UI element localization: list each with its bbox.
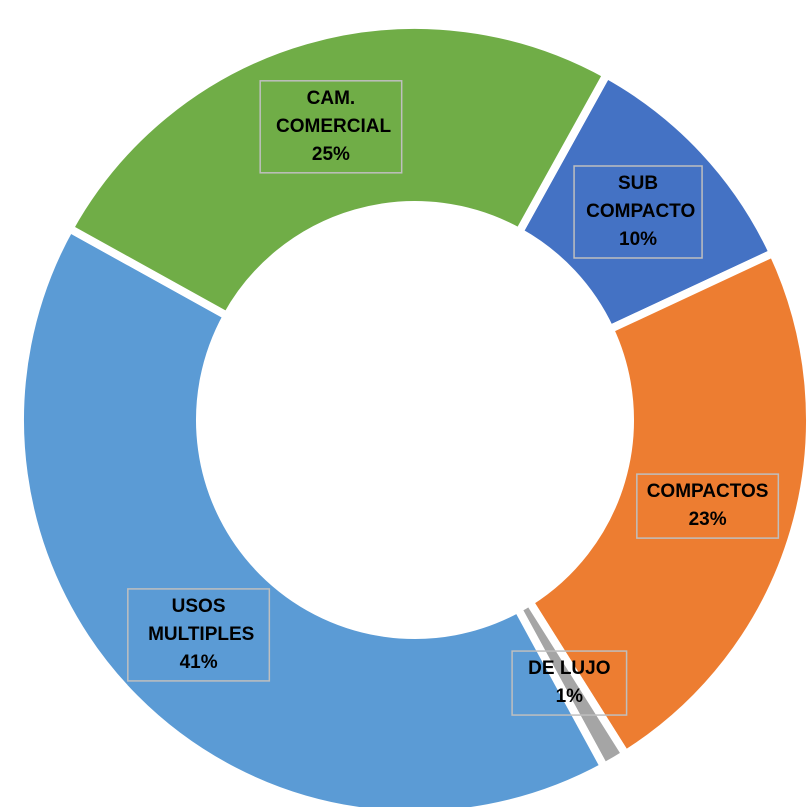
category-label-line: DE LUJO [528, 658, 610, 679]
label-box [573, 165, 703, 259]
category-label: CAM. COMERCIAL [271, 88, 392, 137]
label-box [511, 650, 628, 716]
category-label-line: COMPACTO [581, 201, 695, 222]
category-label: SUB COMPACTO [581, 173, 695, 222]
data-label: DE LUJO 1% [511, 650, 628, 716]
category-label-line: USOS [172, 596, 226, 617]
category-label: DE LUJO [528, 658, 610, 679]
category-label-line: MULTIPLES [143, 624, 255, 645]
value-label: 23% [689, 509, 727, 530]
category-label-line: SUB [618, 173, 658, 194]
data-label: SUB COMPACTO 10% [573, 165, 703, 259]
value-label: 1% [556, 686, 584, 707]
value-label: 25% [312, 144, 350, 165]
category-label-line: COMERCIAL [271, 116, 392, 137]
label-box [127, 588, 271, 682]
data-label: USOS MULTIPLES 41% [127, 588, 271, 682]
data-label: COMPACTOS 23% [636, 473, 780, 539]
label-box [259, 80, 403, 174]
data-label: CAM. COMERCIAL 25% [259, 80, 403, 174]
category-label: COMPACTOS [647, 481, 769, 502]
value-label: 41% [180, 652, 218, 673]
category-label-line: CAM. [307, 88, 356, 109]
label-box [636, 473, 780, 539]
donut-segment [16, 223, 610, 807]
value-label: 10% [619, 229, 657, 250]
category-label-line: COMPACTOS [647, 481, 769, 502]
category-label: USOS MULTIPLES [143, 596, 255, 645]
donut-segment [64, 21, 612, 322]
